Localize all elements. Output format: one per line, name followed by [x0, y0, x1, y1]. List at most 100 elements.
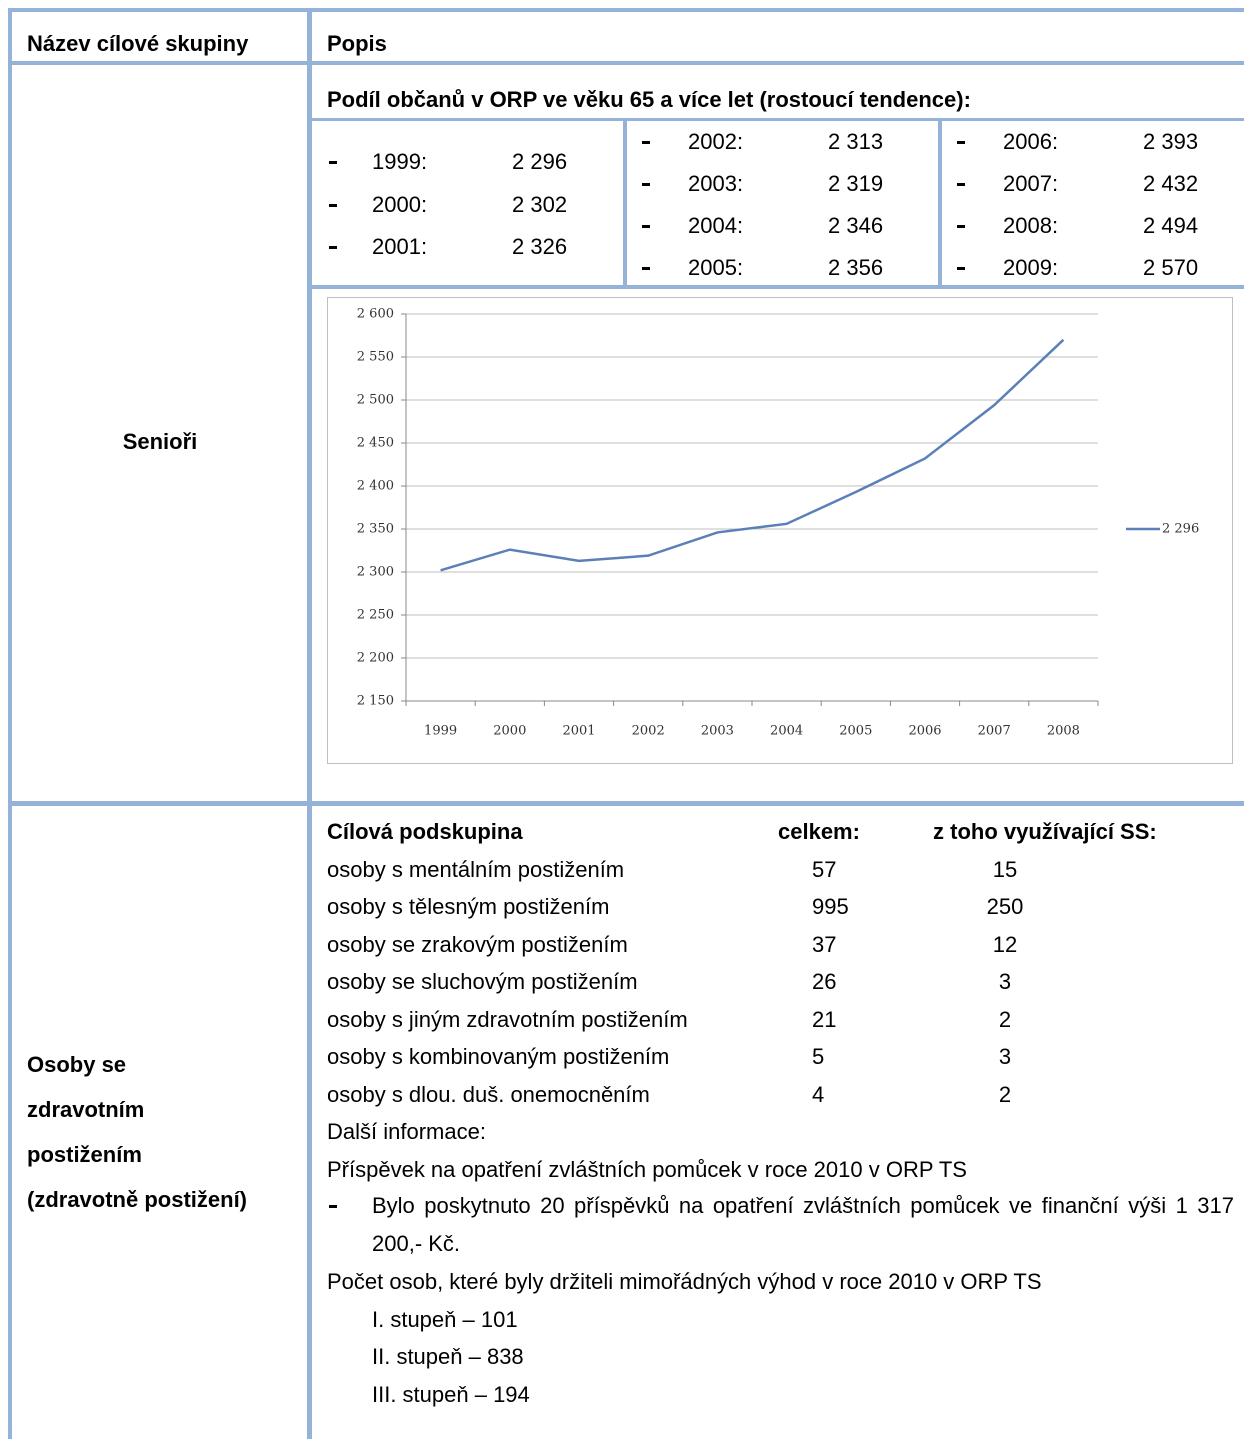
y-tick-label: 2 300	[357, 565, 394, 580]
y-tick-label: 2 550	[357, 350, 394, 365]
border	[938, 118, 942, 288]
bullet	[642, 141, 650, 144]
year-value: 2 319	[828, 171, 884, 196]
year-value: 2 432	[1143, 171, 1199, 196]
x-tick-label: 2006	[908, 724, 941, 739]
header-cell: Popis	[327, 31, 387, 56]
group-label: Senioři	[122, 429, 198, 454]
border	[310, 118, 1244, 121]
y-tick-label: 2 450	[357, 436, 394, 451]
table-cell: 995	[812, 894, 849, 919]
table-cell: 15	[992, 856, 1018, 882]
legend-label: 2 296	[1162, 522, 1199, 537]
bullet	[642, 225, 650, 228]
y-tick-label: 2 200	[357, 651, 394, 666]
table-header: celkem:	[778, 819, 860, 844]
text: Počet osob, které byly držiteli mimořádn…	[327, 1269, 1042, 1294]
bullet	[957, 141, 965, 144]
chart: 2 150 2 200 2 250 2 300 2 350 2 400 2 450 2 500…	[357, 307, 1199, 739]
year: 2008:	[1003, 213, 1059, 238]
y-tick-label: 2 350	[357, 522, 394, 537]
x-tick-label: 2005	[839, 724, 872, 739]
year-value: 2 570	[1143, 255, 1199, 280]
border	[8, 8, 12, 1439]
paragraph: Bylo poskytnuto 20 příspěvků na opatření…	[372, 1193, 1234, 1256]
line	[440, 338, 1065, 572]
x-tick-label: 2007	[978, 724, 1011, 739]
x-tick-label: 2008	[1047, 724, 1080, 739]
y-tick-label: 2 250	[357, 608, 394, 623]
border	[10, 61, 1244, 65]
year: 2006:	[1003, 129, 1059, 154]
header-cell: Název cílové skupiny	[27, 31, 249, 56]
bullet	[957, 225, 965, 228]
year: 2000:	[372, 192, 428, 217]
table-cell: 21	[812, 1006, 837, 1032]
group-label: (zdravotně postižení)	[27, 1187, 248, 1212]
x-tick-label: 2001	[562, 724, 595, 739]
table-cell: osoby s mentálním postižením	[327, 856, 625, 882]
x-tick-label: 2002	[632, 724, 665, 739]
y-tick-label: 2 150	[357, 694, 394, 709]
bullet	[642, 267, 650, 270]
x-tick-label: 2000	[493, 724, 526, 739]
border	[10, 8, 1244, 12]
border	[310, 285, 1244, 289]
group-label: zdravotním	[27, 1097, 145, 1122]
year-value: 2 393	[1143, 129, 1199, 154]
y-tick-label: 2 400	[357, 479, 394, 494]
year-value: 2 313	[828, 129, 884, 154]
text: Další informace:	[327, 1119, 486, 1144]
x-tick-label: 1999	[424, 724, 457, 739]
bullet	[329, 161, 337, 164]
year: 2001:	[372, 234, 428, 259]
table-cell: osoby se sluchovým postižením	[327, 969, 638, 994]
table-header: Cílová podskupina	[327, 819, 523, 844]
subtitle: Podíl občanů v ORP ve věku 65 a více let…	[327, 87, 971, 112]
bullet	[642, 183, 650, 186]
list-item: III. stupeň – 194	[372, 1381, 530, 1407]
bullet	[957, 183, 965, 186]
year: 2005:	[688, 255, 744, 280]
year-value: 2 302	[512, 192, 568, 217]
year: 2002:	[688, 129, 744, 154]
table-cell: 2	[998, 1081, 1012, 1107]
table-cell: 12	[992, 931, 1018, 957]
year: 2009:	[1003, 255, 1059, 280]
list-item: II. stupeň – 838	[372, 1344, 524, 1369]
table-cell: osoby se zrakovým postižením	[327, 931, 628, 957]
year-value: 2 346	[828, 213, 884, 238]
year-value: 2 356	[828, 255, 884, 280]
bullet	[329, 1205, 337, 1208]
table-cell: 3	[998, 969, 1012, 994]
table-cell: 37	[812, 931, 837, 957]
chart-frame: 2 150 2 200 2 250 2 300 2 350 2 400 2 450 2 500…	[327, 297, 1233, 764]
border	[307, 8, 312, 1439]
year-value: 2 494	[1143, 213, 1199, 238]
x-tick-label: 2004	[770, 724, 803, 739]
table-cell: osoby s dlou. duš. onemocněním	[327, 1081, 650, 1107]
border	[10, 801, 1244, 806]
group-label: postižením	[27, 1142, 142, 1167]
y-tick-label: 2 600	[357, 307, 394, 322]
year: 2007:	[1003, 171, 1059, 196]
table-cell: osoby s kombinovaným postižením	[327, 1044, 670, 1069]
year: 2003:	[688, 171, 744, 196]
table-cell: 26	[812, 969, 837, 994]
table-cell: 5	[812, 1044, 825, 1069]
bullet	[957, 267, 965, 270]
table-cell: 250	[986, 894, 1024, 919]
year-value: 2 326	[512, 234, 568, 259]
y-tick-label: 2 500	[357, 393, 394, 408]
table-header: z toho využívající SS:	[933, 819, 1157, 844]
group-label: Osoby se	[27, 1052, 127, 1077]
table-cell: 3	[998, 1044, 1012, 1069]
bullet	[329, 204, 337, 207]
year-value: 2 296	[512, 149, 568, 174]
x-tick-label: 2003	[701, 724, 734, 739]
year: 2004:	[688, 213, 744, 238]
year: 1999:	[372, 149, 428, 174]
list-item: I. stupeň – 101	[372, 1306, 518, 1332]
table-cell: 2	[998, 1006, 1012, 1032]
